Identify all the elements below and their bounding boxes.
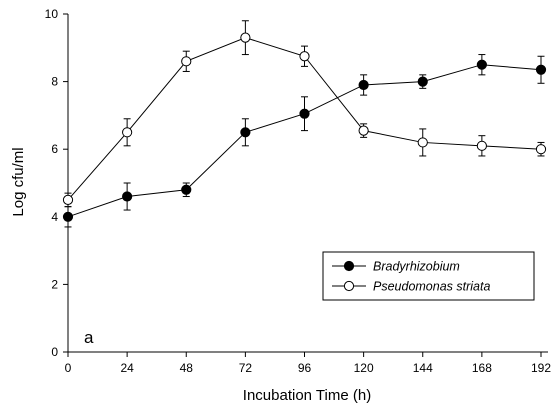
series-line-bradyrhizobium — [67, 64, 542, 218]
series-layer — [62, 20, 547, 228]
legend: Bradyrhizobium Pseudomonas striata — [322, 251, 535, 301]
data-point — [417, 76, 428, 87]
data-point — [62, 194, 74, 205]
y-tick-label: 4 — [51, 210, 58, 224]
data-point — [62, 211, 74, 222]
data-point — [240, 32, 251, 43]
x-tick-label: 168 — [472, 361, 492, 375]
y-tick-label: 2 — [51, 277, 58, 291]
data-point — [299, 51, 310, 62]
y-tick-label: 0 — [51, 345, 58, 359]
legend-label: Pseudomonas striata — [373, 280, 490, 294]
panel-label: a — [84, 328, 94, 347]
legend-box — [322, 251, 535, 301]
y-tick-label: 6 — [51, 142, 58, 156]
data-point — [181, 184, 192, 195]
series-bradyrhizobium — [62, 54, 547, 228]
data-point — [299, 108, 310, 119]
y-axis-label: Log cfu/ml — [10, 147, 27, 216]
data-point — [476, 59, 487, 70]
y-ticks: 0 2 4 6 8 10 — [45, 7, 68, 359]
data-point — [358, 125, 369, 136]
x-tick-label: 120 — [354, 361, 374, 375]
x-tick-label: 48 — [180, 361, 194, 375]
data-point — [181, 56, 192, 67]
x-ticks: 0 24 48 72 96 120 144 168 192 — [65, 352, 551, 375]
data-point — [535, 144, 547, 155]
legend-marker — [343, 280, 355, 292]
data-point — [122, 127, 133, 138]
x-tick-label: 96 — [298, 361, 312, 375]
data-point — [476, 140, 487, 151]
legend-entry-bradyrhizobium: Bradyrhizobium — [332, 260, 460, 274]
data-point — [535, 64, 547, 75]
data-point — [122, 191, 133, 202]
x-axis-label: Incubation Time (h) — [243, 387, 371, 404]
y-tick-label: 10 — [45, 7, 59, 21]
x-tick-label: 72 — [239, 361, 253, 375]
x-tick-label: 144 — [413, 361, 433, 375]
data-point — [358, 79, 369, 91]
x-tick-label: 192 — [531, 361, 551, 375]
x-tick-label: 24 — [120, 361, 134, 375]
legend-entries: Bradyrhizobium Pseudomonas striata — [332, 260, 490, 294]
legend-marker — [343, 260, 355, 272]
legend-label: Bradyrhizobium — [373, 260, 460, 274]
x-tick-label: 0 — [65, 361, 72, 375]
y-tick-label: 8 — [51, 75, 58, 89]
data-point — [417, 137, 428, 148]
legend-entry-pseudomonas-striata: Pseudomonas striata — [332, 280, 490, 294]
data-point — [240, 127, 251, 138]
series-pseudomonas-striata — [62, 20, 547, 208]
